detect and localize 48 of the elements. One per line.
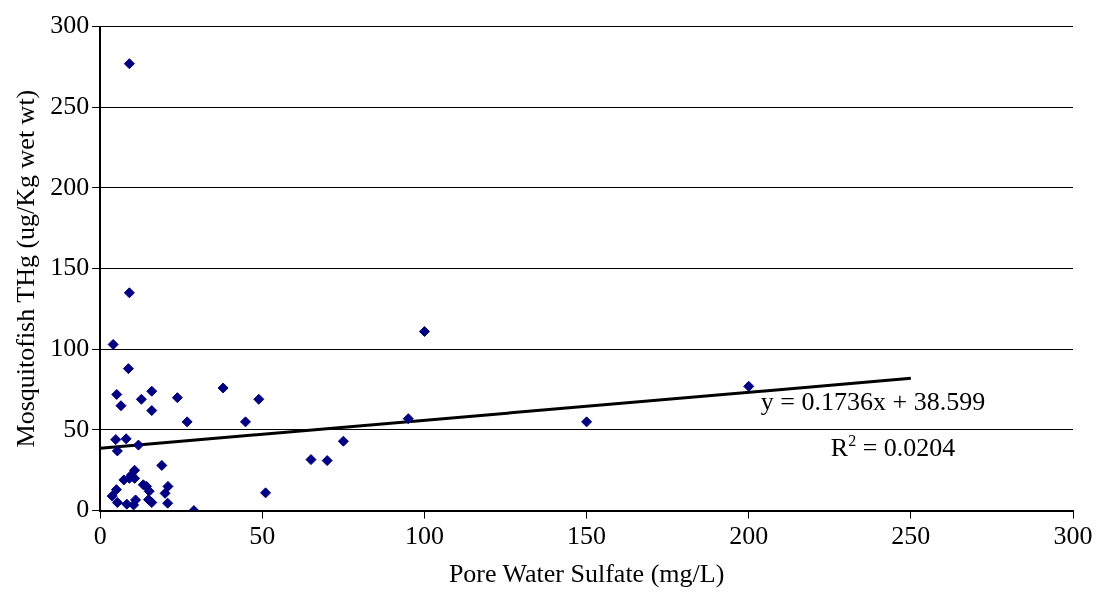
- point: [122, 363, 134, 375]
- x-tick-label: 50: [249, 521, 276, 551]
- point: [253, 393, 265, 405]
- point: [106, 490, 118, 502]
- point: [156, 459, 168, 471]
- point: [120, 433, 132, 445]
- x-tick-label: 200: [729, 521, 769, 551]
- point: [107, 338, 119, 350]
- point: [123, 58, 135, 70]
- y-tick-label: 300: [50, 10, 90, 40]
- point: [162, 480, 174, 492]
- point: [159, 487, 171, 499]
- y-tick-label: 100: [50, 333, 90, 363]
- point: [418, 326, 430, 338]
- point: [402, 413, 414, 425]
- point: [146, 405, 158, 417]
- y-tick-label: 50: [63, 413, 90, 443]
- point: [111, 445, 123, 457]
- x-tick-label: 250: [891, 521, 931, 551]
- point: [217, 382, 229, 394]
- point: [111, 388, 123, 400]
- annotation: y = 0.1736x + 38.599: [760, 387, 986, 417]
- x-tick-label: 150: [567, 521, 607, 551]
- y-axis-title: Mosquitofish THg (ug/Kg wet wt): [11, 89, 41, 448]
- point: [110, 434, 122, 446]
- point: [111, 497, 123, 509]
- point: [239, 416, 251, 428]
- x-axis-title: Pore Water Sulfate (mg/L): [448, 559, 725, 589]
- point: [132, 439, 144, 451]
- point: [321, 455, 333, 467]
- point: [135, 393, 147, 405]
- y-tick-label: 200: [50, 171, 90, 201]
- point: [260, 487, 272, 499]
- y-tick-label: 0: [76, 494, 90, 524]
- y-tick-label: 250: [50, 91, 90, 121]
- y-tick-label: 150: [50, 252, 90, 282]
- point: [171, 392, 183, 404]
- point: [305, 454, 317, 466]
- point: [115, 400, 127, 412]
- x-tick-label: 300: [1053, 521, 1093, 551]
- point: [581, 416, 593, 428]
- x-tick-label: 100: [404, 521, 444, 551]
- point: [146, 385, 158, 397]
- point: [181, 416, 193, 428]
- point: [743, 380, 755, 392]
- point: [123, 287, 135, 299]
- point: [162, 497, 174, 509]
- point: [337, 435, 349, 447]
